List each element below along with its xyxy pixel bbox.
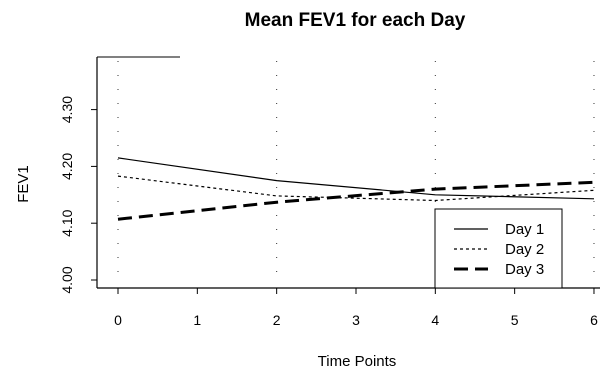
legend-label-1: Day 1 bbox=[505, 221, 544, 238]
y-tick-label-0: 4.00 bbox=[59, 266, 75, 293]
axes: 0 1 2 3 4 5 6 4.00 4.10 4.20 4.30 bbox=[59, 56, 600, 328]
x-tick-label-0: 0 bbox=[114, 312, 122, 328]
x-tick-label-3: 3 bbox=[352, 312, 360, 328]
x-axis-label: Time Points bbox=[318, 353, 397, 370]
x-tick-label-4: 4 bbox=[431, 312, 439, 328]
y-tick-label-1: 4.10 bbox=[59, 209, 75, 236]
x-tick-label-6: 6 bbox=[590, 312, 598, 328]
legend-label-3: Day 3 bbox=[505, 261, 544, 278]
series-line-1 bbox=[117, 157, 595, 200]
series-lines bbox=[117, 157, 595, 221]
x-tick-label-2: 2 bbox=[273, 312, 281, 328]
series-line-3 bbox=[117, 180, 595, 221]
y-tick-label-3: 4.30 bbox=[59, 96, 75, 123]
series-line-2 bbox=[117, 175, 595, 202]
y-tick-label-2: 4.20 bbox=[59, 153, 75, 180]
legend-label-2: Day 2 bbox=[505, 241, 544, 258]
y-axis-label: FEV1 bbox=[15, 165, 32, 203]
x-tick-label-5: 5 bbox=[511, 312, 519, 328]
chart-title: Mean FEV1 for each Day bbox=[245, 10, 466, 31]
x-tick-label-1: 1 bbox=[193, 312, 201, 328]
legend: Day 1 Day 2 Day 3 bbox=[434, 208, 563, 289]
